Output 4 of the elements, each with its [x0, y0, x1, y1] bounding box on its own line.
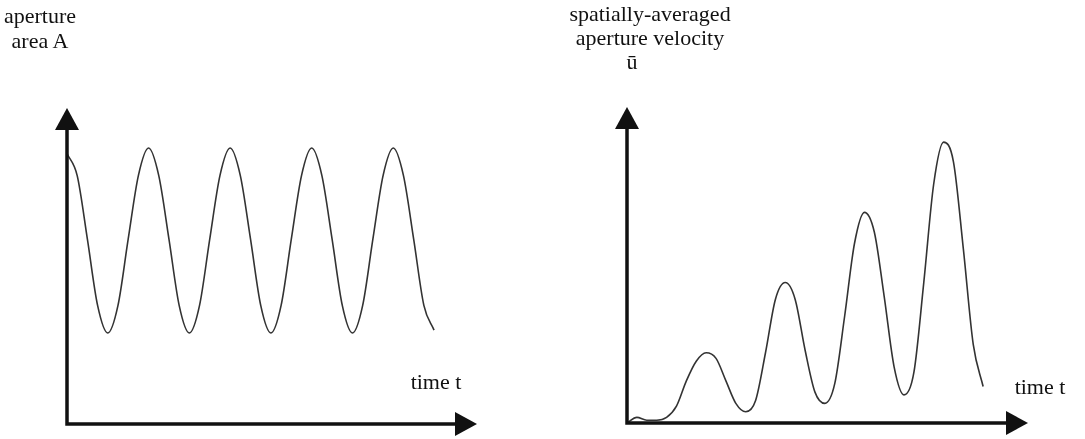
- x-axis-title: time t: [1014, 373, 1066, 399]
- y-axis-title: aperture area A: [3, 2, 77, 53]
- x-axis-title: time t: [410, 368, 462, 394]
- y-axis-title: spatially-averaged aperture velocity ū: [569, 0, 731, 74]
